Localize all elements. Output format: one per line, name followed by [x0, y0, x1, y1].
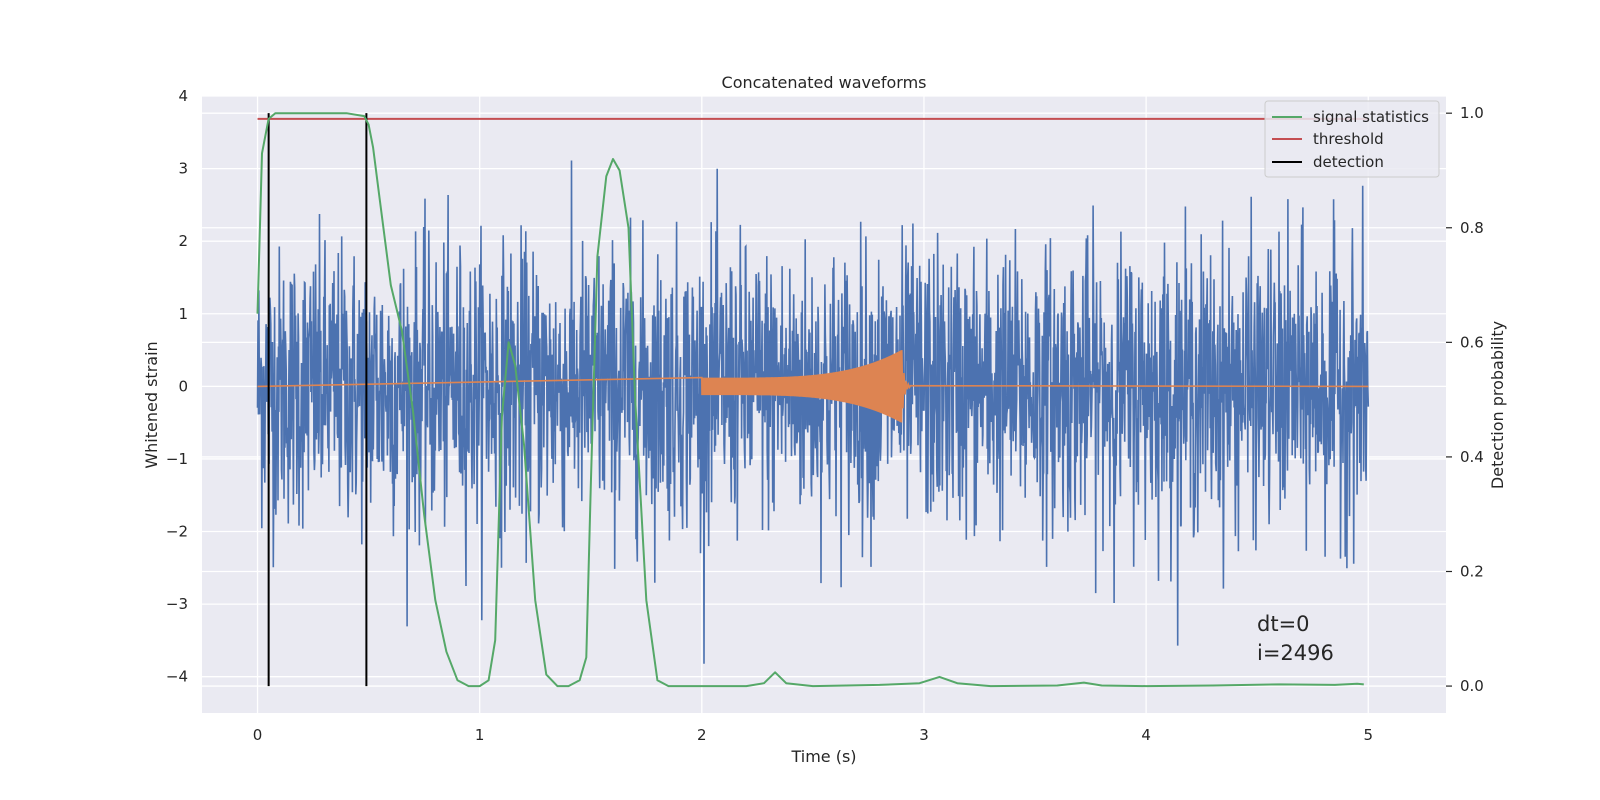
y2-tick-label: 0.4: [1460, 448, 1484, 466]
y2-tick-label: 0.2: [1460, 562, 1484, 580]
y-tick-label: 0: [178, 377, 188, 395]
legend-label-detection: detection: [1313, 153, 1384, 171]
x-tick-label: 0: [253, 726, 263, 744]
legend: signal statistics threshold detection: [1264, 100, 1440, 178]
y-tick-label: 2: [178, 232, 188, 250]
y-tick-label: −4: [166, 668, 188, 686]
x-tick-label: 2: [697, 726, 707, 744]
x-tick-label: 5: [1363, 726, 1373, 744]
annotation-i: i=2496: [1257, 641, 1334, 665]
y-tick-label: −1: [166, 450, 188, 468]
x-tick-label: 1: [475, 726, 485, 744]
legend-label-signal-statistics: signal statistics: [1313, 108, 1429, 126]
legend-box: [1264, 100, 1440, 178]
injected-waveform-series: [257, 350, 1369, 423]
signal-statistics-series: [256, 112, 1364, 688]
annotation-dt: dt=0: [1257, 612, 1310, 636]
y-tick-label: 3: [178, 160, 188, 178]
x-axis-label: Time (s): [790, 747, 856, 766]
axis-ticks: 0 1 2 3 4 5 −4 −3 −2 −1 0 1 2 3 4 0.0 0.2 0.4 0.6 0.8 1.0: [166, 87, 1484, 744]
waveform-line: [257, 350, 1369, 423]
detection-series: [267, 113, 368, 687]
chart-title: Concatenated waveforms: [722, 73, 927, 92]
y-tick-label: 4: [178, 87, 188, 105]
y2-tick-label: 0.8: [1460, 219, 1484, 237]
y-tick-label: −2: [166, 523, 188, 541]
y2-tick-label: 0.0: [1460, 677, 1484, 695]
x-tick-label: 3: [919, 726, 929, 744]
y2-tick-label: 0.6: [1460, 333, 1484, 351]
y2-tick-label: 1.0: [1460, 104, 1484, 122]
legend-label-threshold: threshold: [1313, 130, 1384, 148]
signal-statistics-line: [256, 112, 1364, 688]
y2-axis-label: Detection probability: [1488, 321, 1507, 489]
x-tick-label: 4: [1141, 726, 1151, 744]
y-axis-label: Whitened strain: [142, 341, 161, 468]
y-tick-label: −3: [166, 595, 188, 613]
y-tick-label: 1: [178, 305, 188, 323]
